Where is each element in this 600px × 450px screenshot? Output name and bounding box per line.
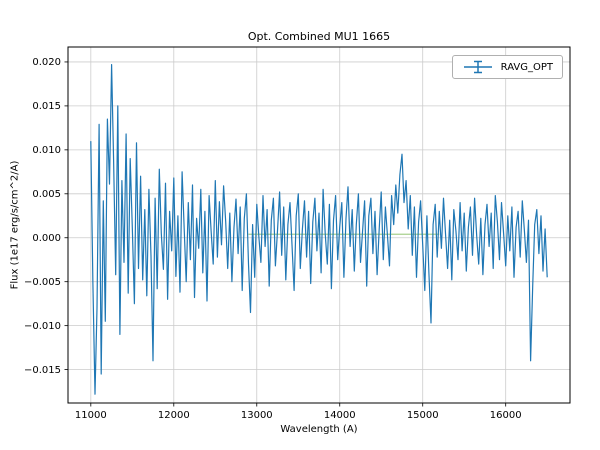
x-axis-label: Wavelength (A) [280, 424, 358, 435]
svg-text:0.000: 0.000 [32, 233, 61, 244]
legend: RAVG_OPT [451, 55, 563, 79]
chart-title: Opt. Combined MU1 1665 [247, 30, 391, 43]
svg-text:16000: 16000 [490, 410, 522, 421]
svg-text:0.010: 0.010 [32, 145, 61, 156]
y-axis-label: Flux (1e17 erg/s/cm^2/A) [9, 160, 21, 290]
svg-text:13000: 13000 [241, 410, 273, 421]
svg-text:11000: 11000 [75, 410, 107, 421]
svg-text:−0.005: −0.005 [24, 277, 61, 288]
svg-text:0.020: 0.020 [32, 57, 61, 68]
svg-text:14000: 14000 [324, 410, 356, 421]
errorbar-marker-icon [463, 60, 492, 74]
svg-text:−0.015: −0.015 [24, 365, 61, 376]
svg-text:0.005: 0.005 [32, 189, 61, 200]
svg-text:12000: 12000 [158, 410, 190, 421]
legend-label: RAVG_OPT [500, 61, 553, 73]
svg-text:0.015: 0.015 [32, 101, 61, 112]
svg-text:15000: 15000 [407, 410, 439, 421]
svg-text:−0.010: −0.010 [24, 321, 61, 332]
